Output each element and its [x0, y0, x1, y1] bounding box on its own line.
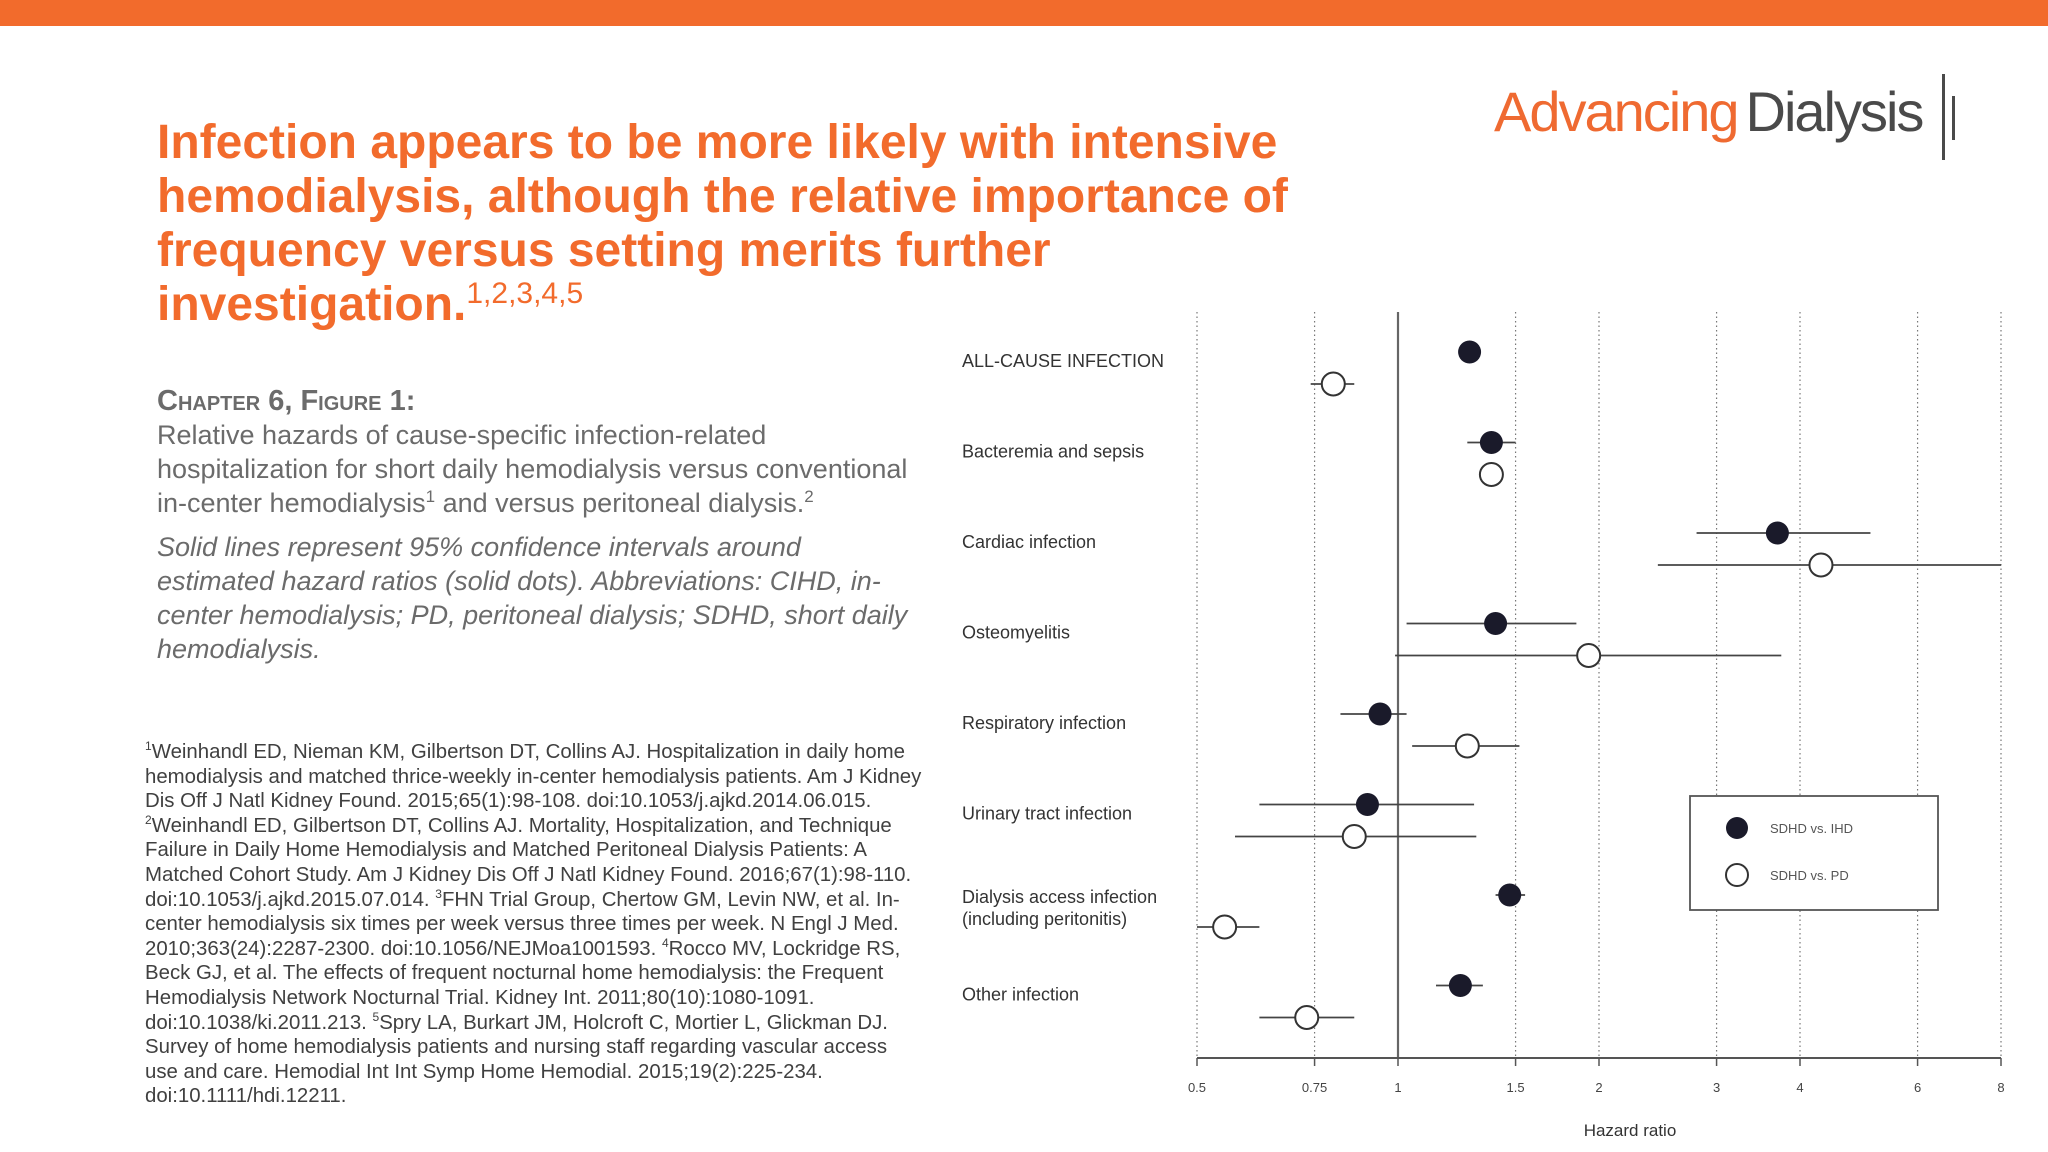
category-label-0: ALL-CAUSE INFECTION	[962, 351, 1164, 371]
slide-title: Infection appears to be more likely with…	[157, 116, 1417, 332]
category-label-4: Respiratory infection	[962, 713, 1126, 733]
figure-caption: Chapter 6, Figure 1: Relative hazards of…	[157, 384, 917, 666]
forest-plot-chart: 0.5 0.75 1 1.5 2 3 4 6 8 Hazard ratio ALL-CAUSE IN…	[962, 312, 2005, 1140]
point-s1-c7	[1294, 1005, 1320, 1030]
point-s1-c6	[1212, 914, 1238, 940]
caption-ref-a: 1	[425, 487, 436, 506]
caption-heading: Chapter 6, Figure 1:	[157, 385, 416, 417]
caption-body: Relative hazards of cause-specific infec…	[157, 418, 917, 520]
ref-3-text: FHN Trial Group, Chertow GM, Levin NW, e…	[145, 888, 900, 960]
x-tick-label-2: 1	[1394, 1080, 1401, 1095]
point-s0-c1	[1479, 431, 1503, 454]
category-label-2: Cardiac infection	[962, 532, 1096, 552]
point-s0-c5	[1355, 793, 1379, 816]
ref-2-text: Weinhandl ED, Gilbertson DT, Collins AJ.…	[145, 814, 912, 911]
ref-4-text: Rocco MV, Lockridge RS, Beck GJ, et al. …	[145, 937, 901, 1034]
caption-body-part-a: Relative hazards of cause-specific infec…	[157, 420, 908, 518]
point-s1-c0	[1320, 371, 1346, 397]
x-tick-label-5: 3	[1713, 1080, 1720, 1095]
caption-body-part-b: and versus peritoneal dialysis.	[435, 488, 805, 518]
slide-title-text: Infection appears to be more likely with…	[157, 116, 1288, 331]
point-s0-c0	[1458, 340, 1482, 364]
legend-label-0: SDHD vs. IHD	[1770, 821, 1853, 836]
point-s1-c4	[1454, 733, 1480, 759]
slide-title-refs: 1,2,3,4,5	[466, 277, 584, 310]
ref-2-num: 2	[145, 812, 152, 827]
x-tick-label-4: 2	[1595, 1080, 1602, 1095]
point-s0-c6	[1498, 883, 1522, 907]
legend-marker-0	[1726, 817, 1748, 839]
category-label-6-line-2: (including peritonitis)	[962, 909, 1127, 929]
point-s1-c3	[1576, 643, 1602, 668]
ref-3-num: 3	[435, 886, 442, 901]
advancing-dialysis-logo: Advancing Dialysis	[1494, 72, 1962, 162]
logo-word-advancing: Advancing	[1494, 80, 1740, 143]
x-tick-label-1: 0.75	[1302, 1080, 1327, 1095]
ref-1-num: 1	[145, 739, 152, 754]
point-s1-c1	[1478, 462, 1504, 487]
legend-marker-1	[1725, 863, 1749, 887]
point-s0-c3	[1484, 612, 1508, 635]
caption-ref-b: 2	[804, 487, 814, 506]
point-s0-c7	[1448, 974, 1472, 997]
category-label-3: Osteomyelitis	[962, 623, 1070, 643]
x-tick-label-8: 8	[1997, 1080, 2004, 1095]
ref-4-num: 4	[661, 935, 669, 950]
category-label-5: Urinary tract infection	[962, 804, 1132, 824]
top-accent-bar	[0, 0, 2048, 26]
ref-5-num: 5	[372, 1009, 380, 1024]
x-tick-label-7: 6	[1914, 1080, 1921, 1095]
ref-1-text: Weinhandl ED, Nieman KM, Gilbertson DT, …	[145, 741, 922, 813]
category-label-1: Bacteremia and sepsis	[962, 442, 1144, 462]
x-tick-label-3: 1.5	[1507, 1080, 1525, 1095]
point-s1-c2	[1808, 552, 1834, 578]
ref-5-text: Spry LA, Burkart JM, Holcroft C, Mortier…	[145, 1011, 888, 1108]
logo-word-dialysis: Dialysis	[1745, 80, 1925, 143]
point-s0-c2	[1765, 521, 1789, 545]
x-tick-label-6: 4	[1796, 1080, 1803, 1095]
point-s1-c5	[1341, 824, 1367, 849]
references: 1Weinhandl ED, Nieman KM, Gilbertson DT,…	[145, 740, 925, 1109]
caption-note: Solid lines represent 95% confidence int…	[157, 532, 908, 664]
legend-label-1: SDHD vs. PD	[1770, 868, 1849, 883]
category-label-6-line-1: Dialysis access infection	[962, 887, 1157, 907]
category-label-7: Other infection	[962, 985, 1079, 1005]
logo-bars-icon	[1942, 74, 1962, 160]
x-tick-label-0: 0.5	[1188, 1080, 1206, 1095]
legend-box	[1689, 795, 1939, 911]
point-s0-c4	[1368, 702, 1392, 726]
x-axis-title: Hazard ratio	[1584, 1121, 1677, 1140]
